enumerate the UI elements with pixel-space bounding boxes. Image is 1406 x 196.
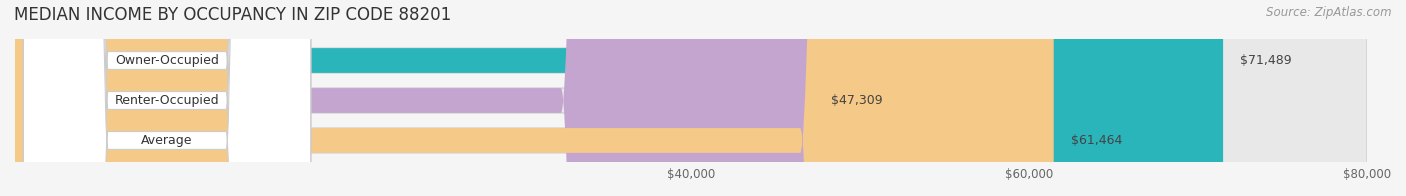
- FancyBboxPatch shape: [15, 0, 1223, 196]
- Text: $47,309: $47,309: [831, 94, 883, 107]
- Text: MEDIAN INCOME BY OCCUPANCY IN ZIP CODE 88201: MEDIAN INCOME BY OCCUPANCY IN ZIP CODE 8…: [14, 6, 451, 24]
- Text: Source: ZipAtlas.com: Source: ZipAtlas.com: [1267, 6, 1392, 19]
- Text: Owner-Occupied: Owner-Occupied: [115, 54, 219, 67]
- Text: Renter-Occupied: Renter-Occupied: [115, 94, 219, 107]
- FancyBboxPatch shape: [24, 0, 311, 196]
- FancyBboxPatch shape: [15, 0, 1367, 196]
- FancyBboxPatch shape: [24, 0, 311, 196]
- Text: $71,489: $71,489: [1240, 54, 1292, 67]
- FancyBboxPatch shape: [15, 0, 1367, 196]
- Text: $61,464: $61,464: [1070, 134, 1122, 147]
- FancyBboxPatch shape: [24, 0, 311, 196]
- FancyBboxPatch shape: [15, 0, 814, 196]
- Text: Average: Average: [142, 134, 193, 147]
- FancyBboxPatch shape: [15, 0, 1053, 196]
- FancyBboxPatch shape: [15, 0, 1367, 196]
